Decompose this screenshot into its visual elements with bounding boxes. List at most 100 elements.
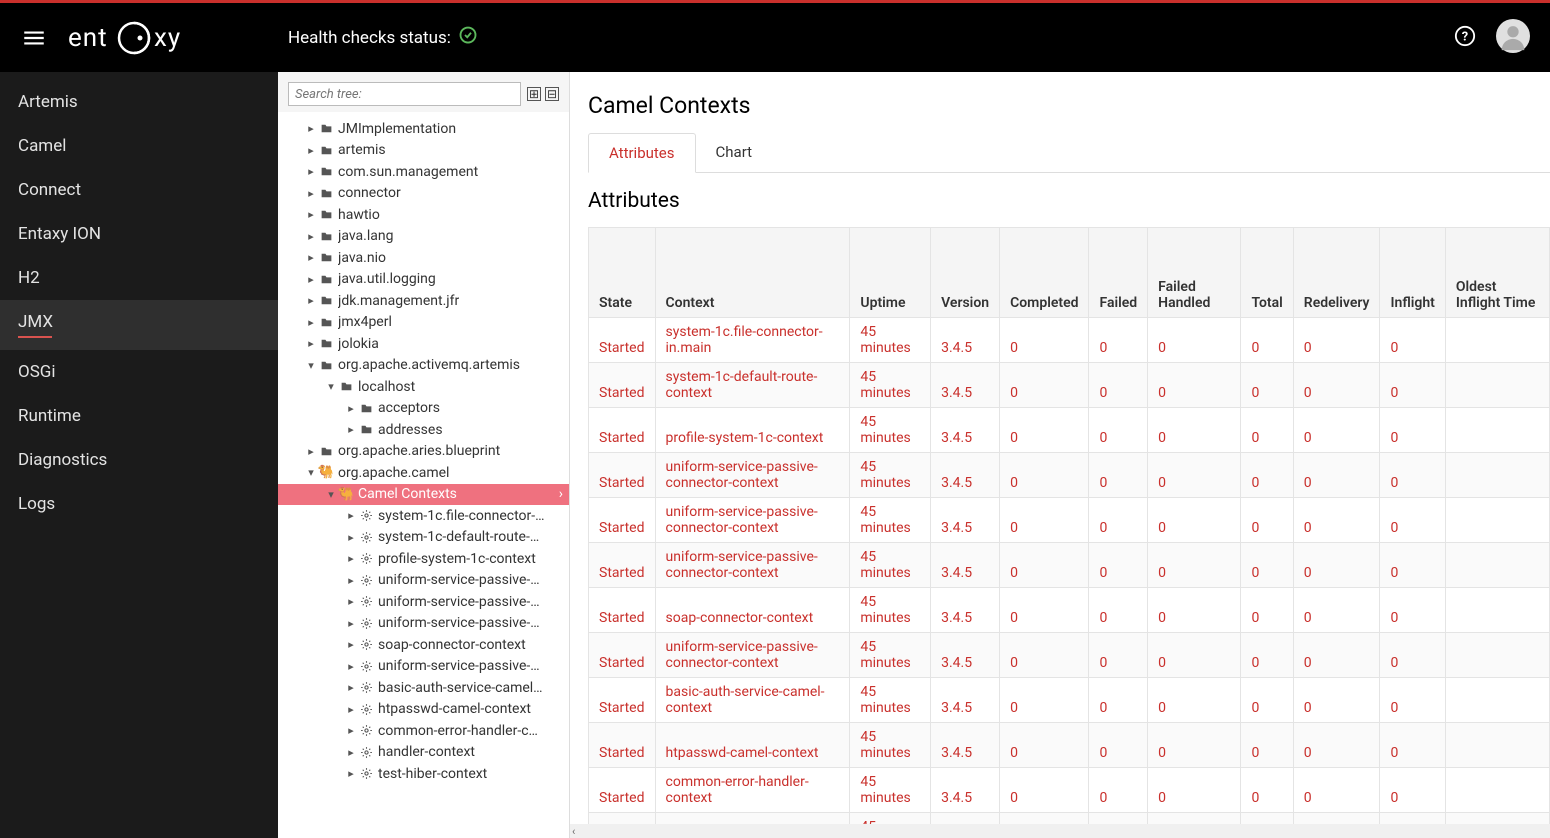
table-cell[interactable]: profile-system-1c-context [655, 408, 850, 453]
table-cell[interactable]: Started [589, 723, 656, 768]
sidebar-item-osgi[interactable]: OSGi [0, 350, 278, 394]
tree-node[interactable]: ▸handler-context› [278, 742, 569, 764]
sidebar-item-jmx[interactable]: JMX [0, 300, 278, 350]
tree-caret-icon[interactable]: ▸ [344, 703, 358, 716]
table-cell[interactable]: Started [589, 678, 656, 723]
tree-caret-icon[interactable]: ▾ [324, 380, 338, 393]
tree-node[interactable]: ▸acceptors› [278, 398, 569, 420]
tree-caret-icon[interactable]: ▸ [304, 294, 318, 307]
sidebar-item-h2[interactable]: H2 [0, 256, 278, 300]
tree-caret-icon[interactable]: ▸ [304, 337, 318, 350]
tab-chart[interactable]: Chart [696, 133, 773, 172]
table-cell[interactable]: system-1c.file-connector-in.main [655, 318, 850, 363]
sidebar-item-runtime[interactable]: Runtime [0, 394, 278, 438]
table-cell[interactable]: Started [589, 318, 656, 363]
tree-node[interactable]: ▸java.lang› [278, 226, 569, 248]
tree-caret-icon[interactable]: ▸ [304, 144, 318, 157]
tree-caret-icon[interactable]: ▸ [304, 122, 318, 135]
tree-node[interactable]: ▸JMImplementation› [278, 118, 569, 140]
tree-node[interactable]: ▸system-1c-default-route-…› [278, 527, 569, 549]
column-header[interactable]: Failed Handled [1148, 228, 1241, 318]
user-avatar[interactable] [1496, 19, 1530, 57]
tree-node[interactable]: ▾🐫org.apache.camel› [278, 462, 569, 484]
sidebar-item-artemis[interactable]: Artemis [0, 80, 278, 124]
tree-caret-icon[interactable]: ▸ [304, 251, 318, 264]
tree-node[interactable]: ▸addresses› [278, 419, 569, 441]
tree-caret-icon[interactable]: ▸ [344, 681, 358, 694]
tree-node[interactable]: ▸java.nio› [278, 247, 569, 269]
table-cell[interactable]: Started [589, 588, 656, 633]
sidebar-item-entaxy-ion[interactable]: Entaxy ION [0, 212, 278, 256]
table-cell[interactable]: uniform-service-passive-connector-contex… [655, 633, 850, 678]
column-header[interactable]: Inflight [1380, 228, 1445, 318]
tree-caret-icon[interactable]: ▾ [324, 488, 338, 501]
tree-node[interactable]: ▸java.util.logging› [278, 269, 569, 291]
tree-caret-icon[interactable]: ▸ [304, 187, 318, 200]
tree-caret-icon[interactable]: ▸ [304, 165, 318, 178]
tree-node[interactable]: ▸test-hiber-context› [278, 763, 569, 785]
column-header[interactable]: Context [655, 228, 850, 318]
tree-caret-icon[interactable]: ▸ [344, 595, 358, 608]
tree-node[interactable]: ▸uniform-service-passive-…› [278, 570, 569, 592]
tree-caret-icon[interactable]: ▸ [344, 638, 358, 651]
tree-node[interactable]: ▸connector› [278, 183, 569, 205]
column-header[interactable]: Redelivery [1293, 228, 1380, 318]
tree-node[interactable]: ▾localhost› [278, 376, 569, 398]
table-cell[interactable]: htpasswd-camel-context [655, 723, 850, 768]
tree-node[interactable]: ▸jolokia› [278, 333, 569, 355]
tree-caret-icon[interactable]: ▸ [344, 767, 358, 780]
column-header[interactable]: Uptime [850, 228, 931, 318]
tree-node[interactable]: ▸common-error-handler-c…› [278, 720, 569, 742]
column-header[interactable]: Completed [1000, 228, 1089, 318]
tree-caret-icon[interactable]: ▸ [344, 746, 358, 759]
tree-node[interactable]: ▸uniform-service-passive-…› [278, 656, 569, 678]
help-button[interactable]: ? [1454, 25, 1476, 51]
tree-caret-icon[interactable]: ▸ [344, 509, 358, 522]
tree-node[interactable]: ▸uniform-service-passive-…› [278, 591, 569, 613]
table-cell[interactable]: handler-context [655, 813, 850, 825]
tree-caret-icon[interactable]: ▸ [344, 574, 358, 587]
tree-caret-icon[interactable]: ▸ [344, 724, 358, 737]
sidebar-item-camel[interactable]: Camel [0, 124, 278, 168]
table-cell[interactable]: Started [589, 363, 656, 408]
sidebar-item-connect[interactable]: Connect [0, 168, 278, 212]
column-header[interactable]: State [589, 228, 656, 318]
table-cell[interactable]: uniform-service-passive-connector-contex… [655, 453, 850, 498]
tree-caret-icon[interactable]: ▸ [344, 531, 358, 544]
column-header[interactable]: Version [931, 228, 1000, 318]
tree-node[interactable]: ▸profile-system-1c-context› [278, 548, 569, 570]
tree-caret-icon[interactable]: ▾ [304, 466, 318, 479]
tree-node[interactable]: ▾org.apache.activemq.artemis› [278, 355, 569, 377]
tree-node[interactable]: ▸org.apache.aries.blueprint› [278, 441, 569, 463]
tree-node[interactable]: ▸uniform-service-passive-…› [278, 613, 569, 635]
tree-caret-icon[interactable]: ▾ [304, 359, 318, 372]
tree-node[interactable]: ▸hawtio› [278, 204, 569, 226]
tree-caret-icon[interactable]: ▸ [344, 402, 358, 415]
table-cell[interactable]: Started [589, 813, 656, 825]
tree-caret-icon[interactable]: ▸ [344, 552, 358, 565]
tree-caret-icon[interactable]: ▸ [304, 273, 318, 286]
table-cell[interactable]: Started [589, 408, 656, 453]
tree-node[interactable]: ▾🐫Camel Contexts› [278, 484, 569, 506]
tree-caret-icon[interactable]: ▸ [344, 617, 358, 630]
column-header[interactable]: Oldest Inflight Time [1445, 228, 1549, 318]
table-cell[interactable]: system-1c-default-route-context [655, 363, 850, 408]
tree-node[interactable]: ▸basic-auth-service-camel…› [278, 677, 569, 699]
tree-caret-icon[interactable]: ▸ [304, 316, 318, 329]
tree-expand-all-button[interactable]: ⊞ [527, 87, 541, 101]
tree-caret-icon[interactable]: ▸ [304, 208, 318, 221]
tree-node[interactable]: ▸system-1c.file-connector-…› [278, 505, 569, 527]
tree-node[interactable]: ▸com.sun.management› [278, 161, 569, 183]
tree-search-input[interactable] [288, 82, 521, 106]
table-cell[interactable]: Started [589, 498, 656, 543]
table-cell[interactable]: soap-connector-context [655, 588, 850, 633]
table-cell[interactable]: Started [589, 633, 656, 678]
horizontal-scrollbar[interactable]: ‹ [570, 824, 1550, 838]
table-cell[interactable]: basic-auth-service-camel-context [655, 678, 850, 723]
table-cell[interactable]: Started [589, 543, 656, 588]
menu-button[interactable] [14, 25, 54, 51]
tree-node[interactable]: ▸jmx4perl› [278, 312, 569, 334]
table-cell[interactable]: uniform-service-passive-connector-contex… [655, 543, 850, 588]
column-header[interactable]: Total [1241, 228, 1293, 318]
sidebar-item-diagnostics[interactable]: Diagnostics [0, 438, 278, 482]
